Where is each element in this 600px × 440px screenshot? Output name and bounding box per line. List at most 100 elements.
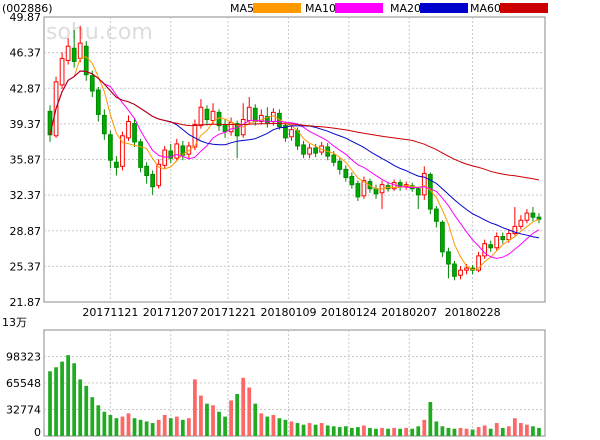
volume-bar [108,414,113,436]
candle-body [83,45,89,76]
candle [150,170,156,195]
date-tick-label: 20180207 [381,306,437,319]
candle-body [313,147,318,154]
price-tick-label: 32.37 [10,189,42,202]
candle [355,180,361,201]
volume-bar [519,423,523,436]
date-tick-label: 20180109 [260,306,316,319]
candle-body [192,124,198,148]
volume-bar [156,419,161,436]
candle [83,41,89,81]
legend-swatch [335,3,383,13]
candles [47,25,542,281]
legend-label: MA10 [305,2,336,15]
volume-bar [343,426,348,436]
candle [234,120,240,159]
candle-body [530,212,536,218]
candle-body [252,107,258,123]
candle-body [222,124,228,133]
volume-bar [223,416,227,436]
volume-bar [229,400,233,436]
candle-body [500,236,506,241]
volume-bar [416,426,421,436]
candle [156,159,162,189]
date-tick-label: 20171221 [200,306,256,319]
candle [361,176,367,199]
candle [144,162,149,184]
candle-body [458,269,463,276]
candle [476,251,481,273]
volume-bar [500,427,505,436]
volume-bar [531,426,535,436]
candle [210,103,216,125]
volume-bar [434,421,439,436]
volume-bar [374,428,378,436]
candle-body [283,125,288,139]
candle [108,130,113,169]
volume-bar [452,428,457,436]
candle [488,240,494,252]
candle-body [524,212,530,221]
volume-bar [217,411,221,436]
legend-label: MA20 [390,2,421,15]
volume-bar [307,423,312,436]
candle-body [132,123,137,143]
candle [343,165,349,182]
candle [494,232,500,251]
price-tick-label: 28.87 [10,225,42,238]
volume-bar [410,428,415,436]
volume-bar [362,425,366,436]
candle-body [518,219,524,227]
volume-bar [319,423,324,436]
candle [138,138,143,173]
candle-body [506,232,512,241]
volume-bar [241,377,246,436]
candle-body [373,188,379,195]
candle-body [446,251,451,265]
volume-bar [386,428,390,436]
candle-body [536,216,542,220]
volume-bar [277,418,282,436]
candle [258,109,264,125]
candle-body [138,141,143,168]
candle-body [59,57,65,86]
candle-body [512,225,518,234]
candle-body [452,263,457,277]
volume-bar [392,427,396,436]
volume-bar [488,428,493,436]
candle-body [246,106,252,122]
candle [421,166,427,200]
volume-bar [482,425,487,436]
candle-body [440,221,445,253]
candle-body [337,160,343,170]
volume-bar [193,379,197,436]
legend-item-ma20: MA20 [390,2,468,15]
candle [101,109,107,140]
volume-bar [72,363,77,436]
candle-body [355,183,361,198]
candle-body [476,255,481,271]
candle [337,158,343,175]
candle-body [264,115,270,124]
volume-bar [404,427,409,436]
candle [530,207,536,222]
candle [518,215,524,230]
candle [433,206,439,228]
volume-bar [162,414,167,436]
candle-body [108,134,113,161]
legend-label: MA5 [230,2,254,15]
candle-body [204,108,210,120]
volume-bar [271,414,276,436]
volume-tick-label: 0 [34,426,41,439]
volume-bar [331,426,336,436]
volume-bar [398,428,403,436]
price-tick-label: 49.87 [10,11,42,24]
price-tick-label: 25.37 [10,260,42,273]
volume-bar [150,423,155,436]
candle-body [168,150,174,159]
candle-body [343,168,349,179]
volume-tick-label: 32774 [6,404,41,417]
candle-body [65,45,71,61]
volume-bar [368,427,372,436]
candle [174,138,180,162]
